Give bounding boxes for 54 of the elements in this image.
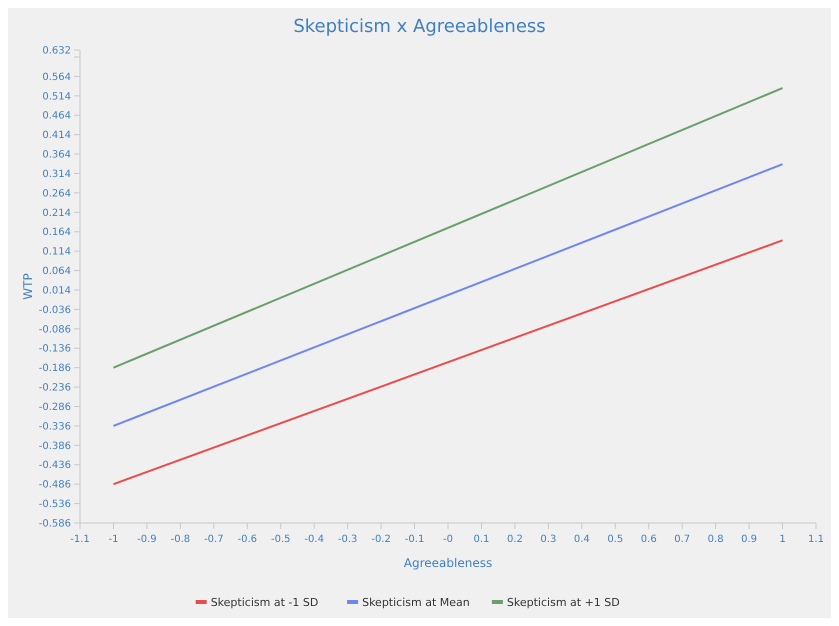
x-tick-label: -0.8 (170, 534, 190, 545)
x-tick-label: 1.1 (808, 534, 824, 545)
legend-label: Skepticism at +1 SD (506, 596, 620, 609)
x-tick-label: -0.1 (404, 534, 424, 545)
y-tick-label: 0.264 (42, 188, 71, 200)
x-tick-label: -0.2 (371, 534, 391, 545)
x-tick-label: 0.4 (574, 534, 590, 545)
x-tick-label: -0.3 (338, 534, 358, 545)
legend-label: Skepticism at -1 SD (210, 596, 318, 609)
x-tick-label: 1 (779, 534, 786, 545)
x-tick-label: 0.2 (506, 534, 523, 545)
y-tick-label: 0.632 (42, 46, 71, 56)
y-tick-label: 0.564 (42, 72, 71, 83)
x-tick-label: -0 (443, 534, 453, 545)
x-tick-label: 0.6 (640, 534, 657, 545)
x-tick-label: -0.9 (137, 534, 157, 545)
x-tick-label: -0.6 (238, 534, 258, 545)
y-tick-label: -0.386 (38, 440, 71, 452)
y-tick-label: 0.214 (42, 208, 71, 219)
y-tick-label: 0.014 (42, 285, 71, 296)
x-tick-label: -1.1 (70, 534, 90, 545)
y-tick-label: 0.414 (42, 130, 71, 142)
x-tick-label: -0.5 (270, 534, 290, 545)
x-axis-title: Agreeableness (404, 556, 492, 570)
x-tick-label: 0.3 (540, 534, 556, 545)
y-tick-label: 0.114 (42, 246, 71, 258)
y-tick-label: -0.436 (38, 460, 71, 472)
x-tick-label: -0.4 (304, 534, 324, 545)
y-tick-label: 0.514 (42, 91, 71, 102)
y-tick-label: -0.286 (38, 402, 71, 413)
y-axis-title: WTP (21, 273, 35, 300)
x-tick-label: -0.7 (204, 534, 224, 545)
x-tick-label: 0.1 (474, 534, 490, 545)
y-tick-label: -0.086 (38, 324, 71, 336)
chart-title: Skepticism x Agreeableness (293, 16, 546, 37)
x-tick-label: -1 (108, 534, 118, 545)
x-tick-label: 0.9 (741, 534, 758, 545)
x-tick-label: 0.5 (607, 534, 624, 545)
y-tick-label: 0.164 (42, 227, 71, 238)
y-tick-label: -0.236 (38, 382, 71, 394)
y-tick-label: -0.486 (38, 480, 71, 491)
y-tick-label: 0.364 (42, 150, 71, 161)
x-tick-label: 0.8 (708, 534, 724, 545)
y-tick-label: -0.186 (38, 363, 71, 374)
y-tick-label: -0.036 (38, 304, 71, 316)
y-tick-label: 0.064 (42, 266, 71, 278)
y-tick-label: 0.464 (42, 110, 71, 122)
y-tick-label: -0.586 (38, 518, 71, 530)
legend-label: Skepticism at Mean (362, 596, 470, 609)
y-tick-label: 0.314 (42, 168, 71, 180)
y-tick-label: -0.136 (38, 344, 71, 355)
y-tick-label: -0.536 (38, 499, 71, 510)
y-tick-label: -0.336 (38, 421, 71, 432)
x-tick-label: 0.7 (674, 534, 690, 545)
